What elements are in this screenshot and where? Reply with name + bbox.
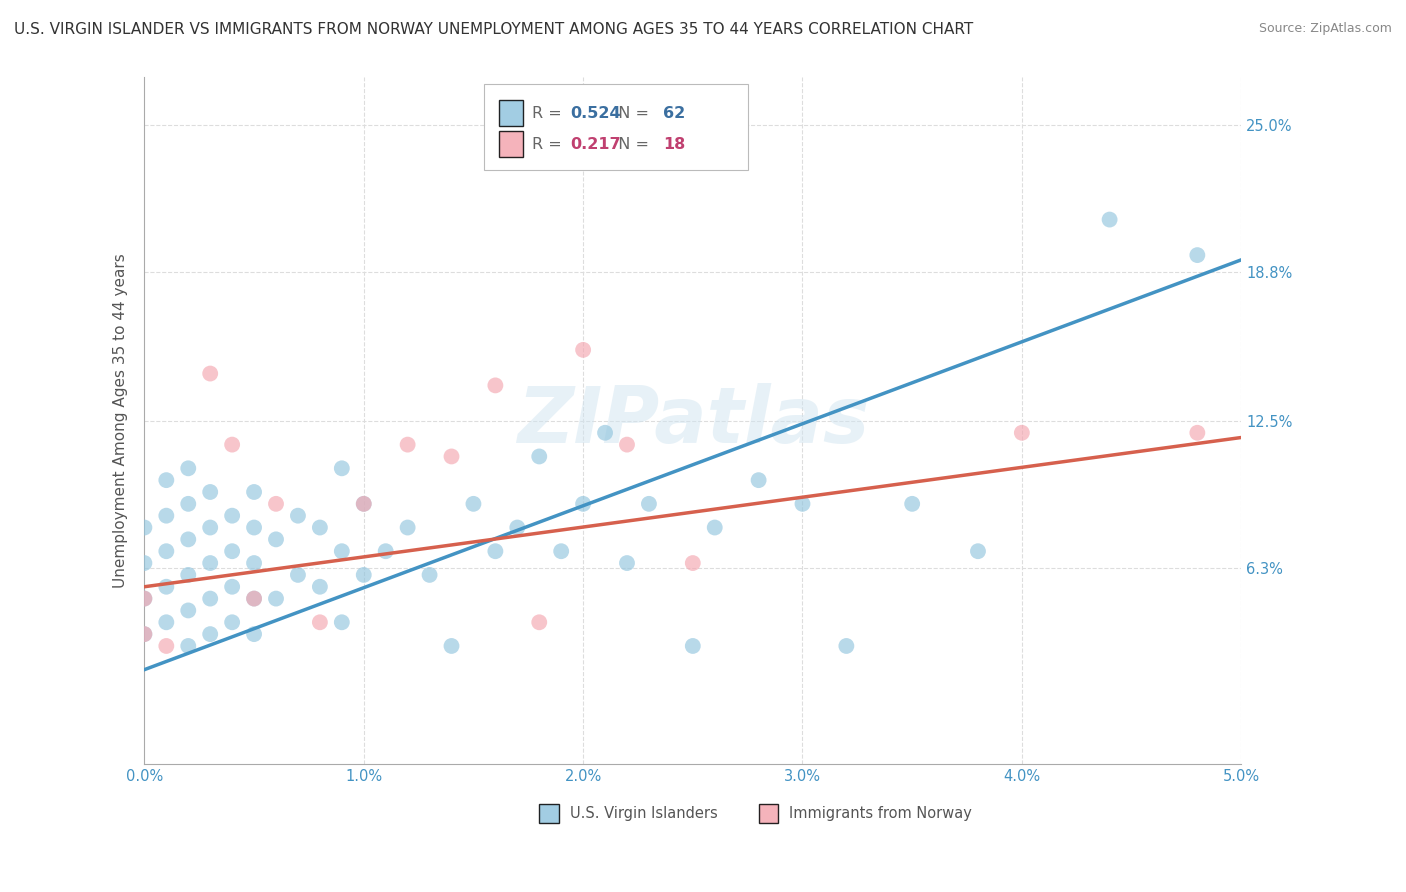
Point xyxy=(792,497,814,511)
Point xyxy=(703,520,725,534)
Y-axis label: Unemployment Among Ages 35 to 44 years: Unemployment Among Ages 35 to 44 years xyxy=(114,253,128,589)
Point xyxy=(177,639,200,653)
FancyBboxPatch shape xyxy=(540,805,560,823)
Text: ZIPatlas: ZIPatlas xyxy=(516,383,869,458)
Text: R =: R = xyxy=(531,136,567,152)
Point xyxy=(134,520,156,534)
Point xyxy=(1187,248,1209,262)
Point xyxy=(243,627,266,641)
Point xyxy=(330,461,353,475)
Point xyxy=(419,568,441,582)
Point xyxy=(572,343,595,357)
Point xyxy=(155,580,177,594)
Point xyxy=(638,497,661,511)
Point xyxy=(529,615,551,630)
Point xyxy=(200,485,222,500)
Point xyxy=(155,473,177,487)
Point xyxy=(200,627,222,641)
Point xyxy=(353,497,375,511)
Point xyxy=(440,639,463,653)
Point xyxy=(484,544,506,558)
Point xyxy=(287,568,309,582)
Point xyxy=(177,461,200,475)
Point xyxy=(748,473,770,487)
Point xyxy=(155,615,177,630)
Point xyxy=(572,497,595,511)
Text: 0.524: 0.524 xyxy=(569,105,620,120)
Text: N =: N = xyxy=(609,136,654,152)
Point xyxy=(1187,425,1209,440)
Text: R =: R = xyxy=(531,105,567,120)
Point xyxy=(243,520,266,534)
Point xyxy=(243,591,266,606)
Point xyxy=(177,568,200,582)
Point xyxy=(221,615,243,630)
Point xyxy=(309,520,332,534)
FancyBboxPatch shape xyxy=(759,805,779,823)
Point xyxy=(264,591,287,606)
Point xyxy=(134,591,156,606)
FancyBboxPatch shape xyxy=(499,100,523,126)
Point xyxy=(309,580,332,594)
Text: Source: ZipAtlas.com: Source: ZipAtlas.com xyxy=(1258,22,1392,36)
Text: Immigrants from Norway: Immigrants from Norway xyxy=(789,806,972,822)
Text: N =: N = xyxy=(609,105,654,120)
Point xyxy=(155,544,177,558)
Point xyxy=(200,520,222,534)
Point xyxy=(221,508,243,523)
Point xyxy=(243,556,266,570)
Point xyxy=(155,508,177,523)
Point xyxy=(200,367,222,381)
Point xyxy=(682,639,704,653)
Point xyxy=(221,544,243,558)
Point xyxy=(1011,425,1033,440)
Point xyxy=(177,533,200,547)
Point xyxy=(484,378,506,392)
Point xyxy=(309,615,332,630)
Point xyxy=(221,437,243,451)
Point xyxy=(243,485,266,500)
Point xyxy=(901,497,924,511)
Point xyxy=(374,544,396,558)
Point xyxy=(967,544,990,558)
Point xyxy=(134,627,156,641)
Point xyxy=(134,591,156,606)
FancyBboxPatch shape xyxy=(499,131,523,157)
Text: 18: 18 xyxy=(664,136,686,152)
FancyBboxPatch shape xyxy=(485,85,748,170)
Point xyxy=(353,568,375,582)
Point xyxy=(134,556,156,570)
Text: 62: 62 xyxy=(664,105,686,120)
Point xyxy=(264,533,287,547)
Text: U.S. VIRGIN ISLANDER VS IMMIGRANTS FROM NORWAY UNEMPLOYMENT AMONG AGES 35 TO 44 : U.S. VIRGIN ISLANDER VS IMMIGRANTS FROM … xyxy=(14,22,973,37)
Point xyxy=(616,556,638,570)
Point xyxy=(593,425,616,440)
Point xyxy=(463,497,485,511)
Point xyxy=(835,639,858,653)
Point xyxy=(177,497,200,511)
Point xyxy=(200,556,222,570)
Point xyxy=(1098,212,1121,227)
Point xyxy=(155,639,177,653)
Point xyxy=(440,450,463,464)
Point xyxy=(396,437,419,451)
Point xyxy=(396,520,419,534)
Text: 0.217: 0.217 xyxy=(569,136,620,152)
Point xyxy=(243,591,266,606)
Point xyxy=(550,544,572,558)
Point xyxy=(200,591,222,606)
Point xyxy=(353,497,375,511)
Point xyxy=(177,603,200,617)
Point xyxy=(264,497,287,511)
Point xyxy=(330,615,353,630)
Point xyxy=(287,508,309,523)
Point xyxy=(616,437,638,451)
Point xyxy=(330,544,353,558)
Point xyxy=(529,450,551,464)
Point xyxy=(221,580,243,594)
Point xyxy=(682,556,704,570)
Point xyxy=(506,520,529,534)
Text: U.S. Virgin Islanders: U.S. Virgin Islanders xyxy=(569,806,717,822)
Point xyxy=(134,627,156,641)
